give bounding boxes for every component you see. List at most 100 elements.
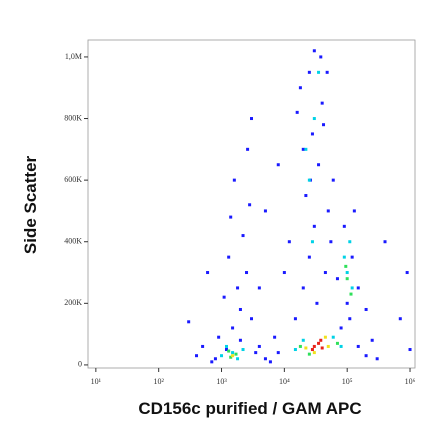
event-dot xyxy=(229,355,233,359)
plot-frame xyxy=(87,39,416,369)
event-dot xyxy=(236,286,240,290)
event-dot xyxy=(238,338,242,342)
event-dot xyxy=(224,348,228,352)
event-dot xyxy=(375,357,379,361)
x-tick-label: 10⁵ xyxy=(342,377,353,386)
event-dot xyxy=(364,307,368,311)
event-dot xyxy=(325,70,329,74)
event-dot xyxy=(231,351,235,355)
event-dot xyxy=(383,240,387,244)
event-dot xyxy=(348,317,352,321)
event-dot xyxy=(301,147,305,151)
event-dot xyxy=(370,338,374,342)
event-dot xyxy=(350,255,354,259)
event-dot xyxy=(344,264,348,268)
event-dot xyxy=(322,123,326,127)
event-dot xyxy=(348,240,352,244)
event-dot xyxy=(345,277,349,281)
event-dot xyxy=(352,209,356,213)
event-dot xyxy=(312,117,316,121)
event-dot xyxy=(339,326,343,330)
event-dot xyxy=(320,346,324,350)
event-dot xyxy=(246,147,250,151)
event-dot xyxy=(331,178,335,182)
event-dot xyxy=(304,147,308,151)
event-dot xyxy=(345,301,349,305)
event-dot xyxy=(224,344,228,348)
event-dot xyxy=(227,349,231,353)
event-dot xyxy=(408,348,412,352)
y-tick-label: 0 xyxy=(78,360,82,369)
y-tick-label: 200K xyxy=(64,298,82,307)
event-dot xyxy=(310,240,314,244)
event-dot xyxy=(345,271,349,275)
event-dot xyxy=(293,317,297,321)
event-dot xyxy=(312,351,316,355)
event-dot xyxy=(342,255,346,259)
event-dot xyxy=(356,286,360,290)
event-dot xyxy=(307,178,311,182)
event-dot xyxy=(329,240,333,244)
x-axis-title: CD156c purified / GAM APC xyxy=(138,399,361,418)
event-dot xyxy=(241,234,245,238)
event-dot xyxy=(236,357,240,361)
event-dot xyxy=(317,70,321,74)
event-dot xyxy=(238,307,242,311)
event-dot xyxy=(231,354,235,358)
event-dot xyxy=(319,55,323,59)
event-dot xyxy=(323,271,327,275)
event-dot xyxy=(293,348,297,352)
event-dot xyxy=(217,335,221,339)
event-dot xyxy=(201,344,205,348)
event-dot xyxy=(227,255,231,259)
event-dot xyxy=(195,354,199,358)
event-dot xyxy=(213,357,217,361)
event-dot xyxy=(320,101,324,105)
event-dot xyxy=(268,360,272,364)
event-dot xyxy=(276,351,280,355)
event-dot xyxy=(339,344,343,348)
x-tick-label: 10² xyxy=(153,377,164,386)
event-dot xyxy=(222,295,226,299)
event-dot xyxy=(405,271,409,275)
event-dot xyxy=(231,326,235,330)
event-dot xyxy=(315,301,319,305)
event-dot xyxy=(312,344,316,348)
x-tick-label: 10⁶ xyxy=(405,377,416,386)
event-dot xyxy=(307,255,311,259)
event-dot xyxy=(319,338,323,342)
event-dot xyxy=(301,286,305,290)
event-dot xyxy=(187,320,191,324)
event-dot xyxy=(263,209,267,213)
event-dot xyxy=(310,132,314,136)
event-dot xyxy=(295,110,299,114)
event-dot xyxy=(232,178,236,182)
event-dot xyxy=(282,271,286,275)
event-dot xyxy=(356,344,360,348)
event-dot xyxy=(301,338,305,342)
event-dot xyxy=(210,360,214,364)
event-dot xyxy=(229,215,233,219)
event-dot xyxy=(220,354,224,358)
event-dot xyxy=(250,317,253,321)
event-dot xyxy=(245,271,249,275)
event-dot xyxy=(317,163,321,167)
event-dot xyxy=(398,317,402,321)
y-tick-label: 1,0M xyxy=(65,52,82,61)
event-dot xyxy=(257,344,261,348)
y-axis-title: Side Scatter xyxy=(21,155,40,254)
event-dot xyxy=(310,348,314,352)
event-dot xyxy=(326,209,330,213)
event-dot xyxy=(307,352,311,356)
event-dot xyxy=(364,354,368,358)
event-dot xyxy=(250,117,253,121)
event-dot xyxy=(304,194,308,198)
event-dot xyxy=(335,341,339,345)
event-dot xyxy=(276,163,280,167)
y-tick-label: 400K xyxy=(64,237,82,246)
event-dot xyxy=(323,335,327,339)
event-dot xyxy=(331,335,335,339)
event-dot xyxy=(263,357,267,361)
x-tick-label: 10¹ xyxy=(91,377,102,386)
event-dot xyxy=(257,286,261,290)
